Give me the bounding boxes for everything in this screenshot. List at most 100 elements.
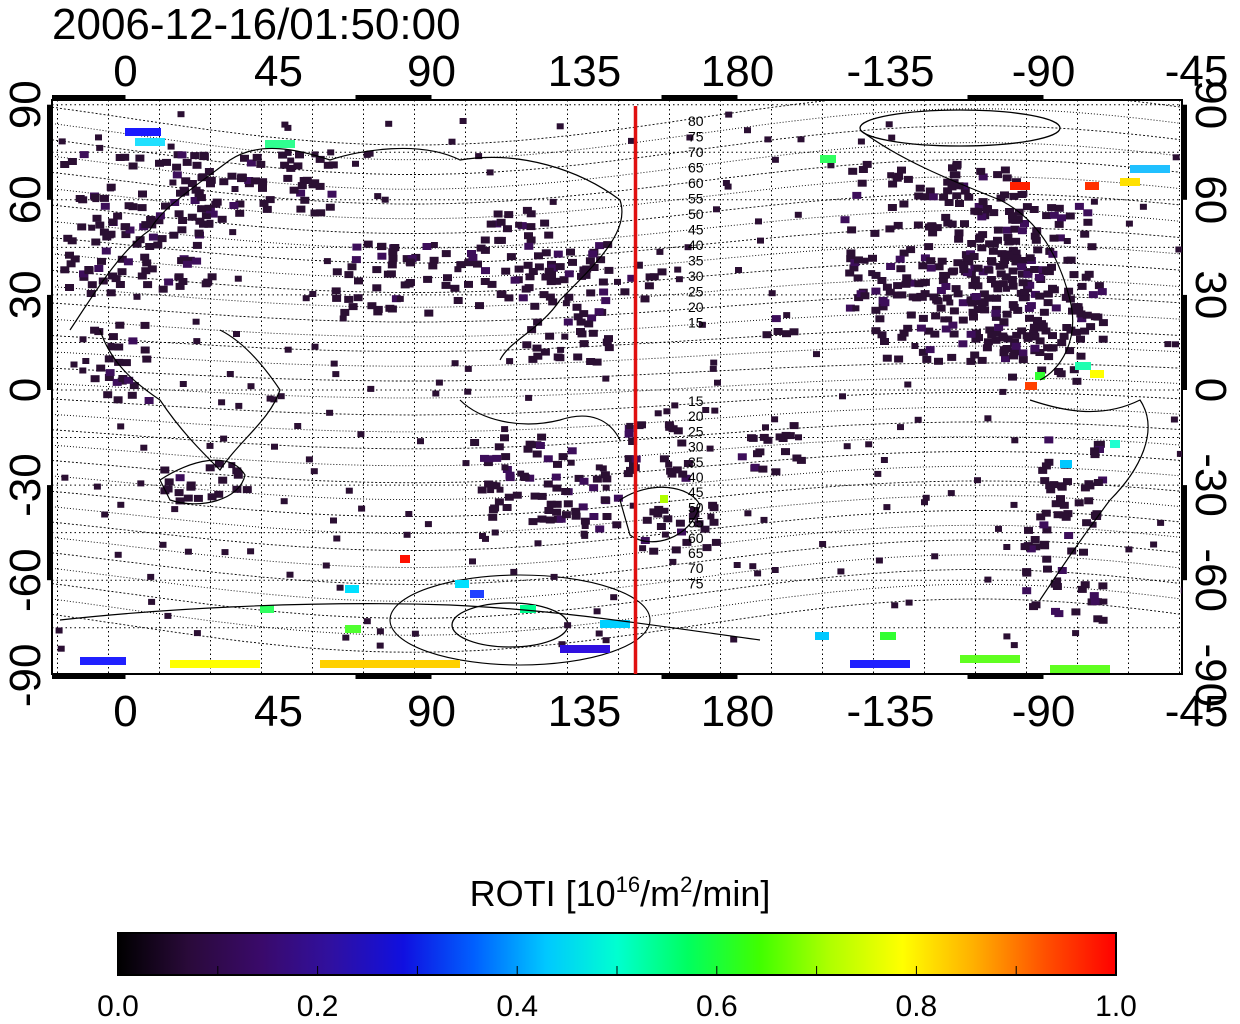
- roti-cell: [1003, 633, 1010, 639]
- roti-cell: [885, 225, 894, 232]
- lon-tick-top: -90: [1012, 47, 1076, 96]
- roti-cell: [337, 585, 344, 591]
- roti-cell: [529, 518, 538, 525]
- roti-cell: [932, 297, 941, 304]
- roti-cell: [364, 618, 371, 624]
- roti-cell: [540, 220, 549, 227]
- roti-cell: [222, 549, 229, 555]
- roti-cell: [176, 474, 185, 481]
- roti-cell: [1043, 566, 1052, 573]
- roti-cell: [258, 178, 267, 185]
- roti-cell: [571, 508, 580, 515]
- roti-cell: [464, 281, 473, 288]
- roti-cell: [454, 266, 461, 272]
- contour-label: 30: [688, 439, 704, 455]
- roti-cell: [185, 549, 192, 555]
- roti-cell: [385, 121, 392, 127]
- roti-cell: [333, 268, 342, 275]
- roti-cell: [929, 193, 938, 200]
- colorbar-label-exp2: 2: [680, 872, 692, 897]
- roti-cell: [865, 441, 872, 447]
- frame-bar-bottom: [662, 674, 738, 679]
- roti-cell: [939, 194, 948, 201]
- roti-cell: [595, 308, 604, 315]
- roti-cell: [710, 360, 717, 366]
- roti-cell: [896, 265, 905, 272]
- roti-cell: [588, 250, 597, 257]
- roti-cell: [678, 471, 687, 478]
- lat-tick-left: 90: [1, 80, 50, 129]
- roti-cell: [258, 185, 267, 192]
- roti-cell: [984, 415, 991, 421]
- roti-cell: [267, 396, 274, 402]
- roti-cell: [1172, 341, 1179, 347]
- roti-cell: [980, 306, 989, 313]
- roti-cell: [467, 250, 476, 257]
- roti-cell: [751, 464, 760, 471]
- roti-cell: [1066, 213, 1075, 220]
- roti-cell: [926, 257, 935, 264]
- roti-cell: [504, 211, 513, 218]
- roti-cell: [612, 521, 621, 528]
- roti-cell: [540, 517, 547, 523]
- roti-cell: [141, 347, 150, 354]
- roti-cell: [1022, 587, 1031, 594]
- roti-cell: [1020, 289, 1029, 296]
- roti-cell: [436, 380, 443, 386]
- roti-cell: [428, 262, 437, 269]
- roti-cell-elevated: [1075, 362, 1091, 370]
- contour-label: 25: [688, 423, 704, 439]
- roti-cell: [1072, 303, 1081, 310]
- roti-cell: [918, 294, 927, 301]
- roti-cell: [772, 567, 779, 573]
- roti-cell-elevated: [960, 655, 1020, 663]
- roti-cell: [1050, 235, 1059, 242]
- roti-cell: [1076, 336, 1085, 343]
- roti-cell: [148, 599, 155, 605]
- roti-cell: [714, 380, 721, 386]
- lon-tick-bottom: 90: [407, 687, 456, 736]
- roti-cell: [1099, 319, 1108, 326]
- roti-cell: [464, 389, 471, 395]
- roti-cell: [1057, 214, 1066, 221]
- roti-cell: [595, 242, 604, 249]
- roti-cell: [94, 265, 103, 272]
- roti-cell: [229, 229, 236, 235]
- roti-cell: [1064, 238, 1071, 244]
- roti-cell: [530, 303, 539, 310]
- roti-cell: [220, 436, 227, 442]
- roti-cell: [660, 455, 669, 462]
- roti-cell: [340, 309, 349, 316]
- roti-cell: [600, 465, 607, 471]
- roti-cell: [159, 286, 168, 293]
- roti-cell: [1043, 344, 1052, 351]
- roti-cell: [1037, 325, 1046, 332]
- lat-tick-right: 30: [1186, 270, 1235, 319]
- roti-cell: [1035, 274, 1044, 281]
- roti-cell: [1171, 417, 1178, 423]
- roti-cell: [626, 423, 633, 429]
- roti-cell: [844, 443, 851, 449]
- roti-cell: [1003, 345, 1012, 352]
- roti-cell: [492, 455, 501, 462]
- roti-cell: [121, 223, 130, 230]
- roti-cell: [537, 434, 546, 441]
- roti-cell: [776, 433, 785, 440]
- roti-cell: [374, 193, 381, 199]
- roti-cell: [522, 341, 531, 348]
- roti-cell: [1099, 336, 1108, 343]
- roti-cell: [115, 322, 124, 329]
- roti-cell: [874, 471, 881, 477]
- roti-cell: [495, 498, 504, 505]
- roti-cell: [897, 291, 906, 298]
- roti-cell: [1126, 221, 1133, 227]
- roti-cell: [734, 562, 741, 568]
- roti-cell: [195, 218, 204, 225]
- roti-cell-elevated: [345, 625, 361, 633]
- roti-cell: [952, 285, 961, 292]
- roti-cell: [58, 646, 65, 652]
- roti-cell: [504, 294, 513, 301]
- roti-cell: [487, 221, 496, 228]
- roti-cell: [656, 249, 663, 255]
- roti-cell: [283, 175, 292, 182]
